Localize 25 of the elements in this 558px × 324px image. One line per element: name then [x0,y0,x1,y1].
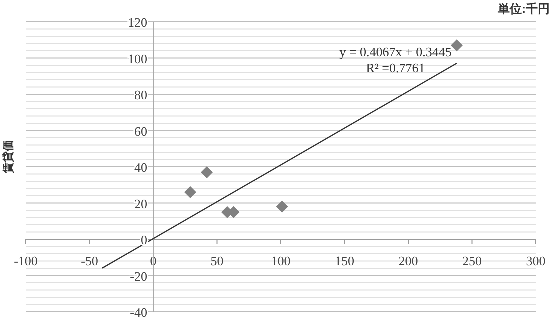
text: 単位:千円 [497,2,550,16]
y-tick-label: 60 [134,124,148,139]
y-tick-label: 100 [128,51,148,66]
y-tick-label: 0 [141,232,148,248]
annotation: y = 0.4067x + 0.3445 [340,44,452,60]
x-tick-label: 250 [462,254,482,268]
y-tick-label: 20 [134,196,148,212]
x-tick-label: 50 [210,254,224,268]
y-tick-label: 120 [128,15,148,30]
y-tick-label: 40 [134,160,148,175]
x-tick-label: 150 [335,254,354,268]
y-tick-label: 80 [134,88,148,102]
x-tick-label: 300 [526,254,546,268]
point [276,200,288,213]
x-tick-label: -50 [81,254,98,268]
x-tick-label: 200 [398,254,418,268]
point [450,40,463,52]
x-tick-label: -100 [14,254,38,268]
x-tick-label: 100 [271,254,291,268]
y-axis-title: 賃貸価 [2,140,15,174]
y-tick-label: -40 [130,305,148,320]
point [201,166,214,178]
annotation: R² =0.7761 [366,60,426,76]
point [184,186,196,198]
y-tick-label: -20 [130,268,148,284]
